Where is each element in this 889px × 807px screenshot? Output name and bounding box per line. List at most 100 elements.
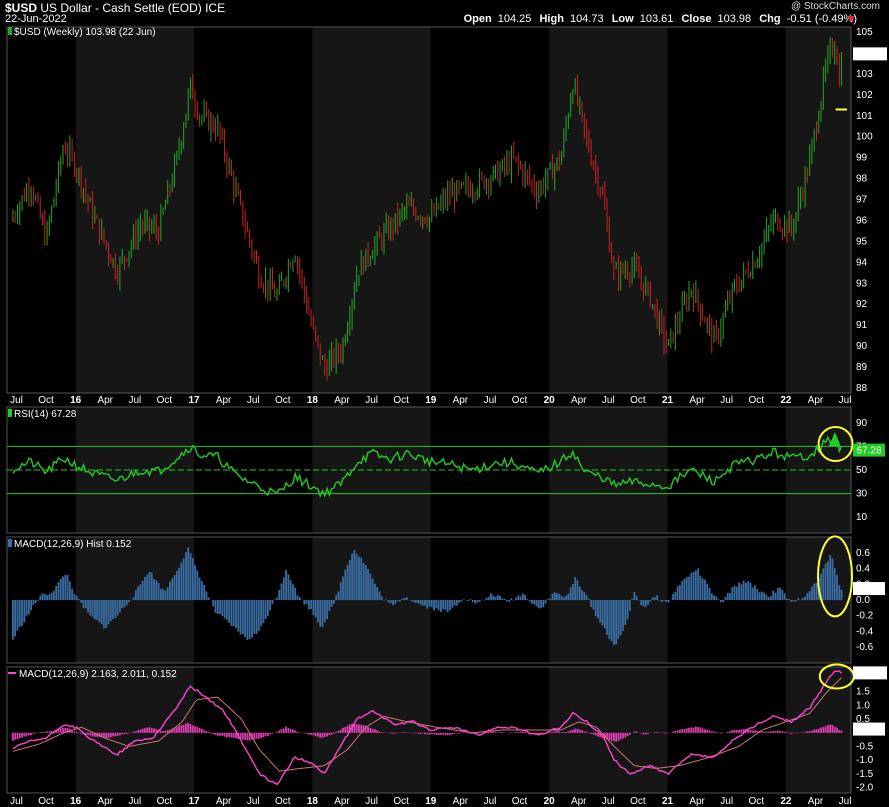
price-y-tick: 95 [856, 236, 868, 247]
macd-sub-hist-bar [433, 732, 435, 735]
macd-hist-bar [371, 578, 374, 601]
macd-hist-bar [298, 596, 301, 601]
macd-sub-hist-bar [701, 728, 704, 733]
price-y-tick: 103 [856, 69, 873, 80]
copyright[interactable]: @ StockCharts.com [790, 1, 880, 12]
macd-hist-bar [389, 600, 392, 603]
macd-hist-bar [353, 549, 356, 601]
macd-hist-bar [125, 600, 128, 606]
macd-sub-hist-bar [214, 732, 217, 735]
macd-hist-bar [610, 600, 613, 642]
macd-hist-bar [55, 585, 58, 601]
macd-sub-hist-bar [296, 731, 299, 733]
macd-hist-bar [23, 600, 26, 623]
macd-hist-bar [276, 597, 278, 601]
macd-hist-bar [27, 600, 30, 615]
x-tick-label-bottom: Jul [602, 796, 615, 807]
macd-sub-hist-bar [820, 727, 822, 733]
macd-sub-hist-bar [287, 727, 290, 733]
macd-hist-bar [121, 600, 124, 609]
price-y-tick: 91 [856, 320, 868, 331]
macd-hist-bar [419, 600, 422, 605]
macd-sub-hist-bar [749, 729, 752, 733]
macd-hist-bar [540, 600, 542, 608]
macd-hist-bar [358, 556, 360, 601]
macd-hist-bar [676, 586, 679, 601]
year-band [549, 27, 668, 393]
macd-hist-bar [46, 595, 48, 601]
macd-sub-hist-bar [783, 731, 786, 733]
macd-sub-hist-bar [87, 732, 89, 735]
macd-sub-hist-bar [512, 732, 515, 733]
macd-sub-hist-bar [763, 731, 766, 733]
macd-sub-hist-bar [790, 732, 793, 734]
macd-hist-bar [756, 589, 759, 601]
macd-sub-hist-bar [125, 732, 128, 734]
macd-hist-bar [469, 599, 472, 601]
macd-hist-bar [706, 583, 709, 601]
macd-sub-hist-bar [458, 732, 460, 734]
macd-sub-hist-bar [478, 732, 481, 734]
macd-hist-bar [656, 595, 659, 601]
macd-hist-bar [813, 583, 816, 601]
macd-hist-bar [535, 600, 538, 607]
macd-hist-bar [663, 600, 665, 601]
macd-hist-bar [251, 600, 253, 638]
hist-title-swatch [8, 539, 12, 547]
macd-sub-hist-bar [688, 727, 690, 733]
macd-sub-hist-bar [576, 728, 579, 733]
macd-hist-bar [633, 591, 636, 601]
macd-hist-bar [280, 583, 283, 601]
macd-sub-hist-bar [294, 730, 297, 733]
macd-hist-bar [688, 576, 690, 601]
macd-sub-hist-bar [380, 732, 383, 733]
macd-sub-hist-bar [521, 731, 524, 733]
macd-sub-hist-bar [767, 731, 770, 733]
macd-sub-hist-bar [824, 726, 827, 733]
macd-hist-bar [731, 587, 734, 601]
price-y-tick: 96 [856, 215, 868, 226]
macd-hist-bar [528, 600, 531, 602]
macd-hist-bar [806, 593, 809, 601]
macd-sub-hist-bar [610, 732, 613, 741]
x-tick-label-bottom: Jul [128, 796, 141, 807]
macd-sub-hist-bar [708, 730, 711, 733]
macd-sub-hist-bar [833, 726, 836, 733]
macd-hist-bar [219, 600, 221, 614]
macd-hist-bar [116, 600, 119, 616]
rsi-y-tick: 50 [856, 465, 868, 476]
macd-hist-bar [282, 577, 285, 601]
macd-sub-hist-bar [337, 730, 340, 733]
macd-sub-hist-bar [774, 731, 777, 733]
macd-sub-hist-bar [781, 731, 784, 733]
macd-hist-y-tick: -0.4 [856, 626, 874, 637]
macd-sub-hist-bar [551, 731, 554, 733]
macd-hist-bar [255, 600, 258, 635]
macd-sub-hist-bar [389, 732, 392, 734]
macd-hist-bar [833, 567, 836, 601]
year-band [7, 537, 76, 663]
macd-sub-hist-bar [565, 732, 567, 733]
macd-hist-bar [200, 580, 203, 601]
price-y-tick: 98 [856, 174, 868, 185]
macd-hist-bar [387, 600, 390, 603]
macd-sub-hist-bar [46, 731, 48, 733]
macd-hist-bar [735, 586, 738, 601]
macd-hist-bar [235, 600, 237, 629]
high-value: 104.73 [569, 13, 604, 25]
macd-sub-hist-bar [326, 732, 328, 737]
macd-sub-hist-bar [364, 725, 367, 733]
macd-sub-hist-bar [719, 732, 722, 734]
macd-hist-bar [708, 588, 711, 601]
macd-hist-bar [21, 600, 23, 627]
macd-sub-hist-bar [317, 732, 319, 737]
macd-sub-hist-bar [446, 732, 449, 736]
macd-sub-hist-bar [606, 732, 608, 740]
macd-sub-hist-bar [572, 729, 574, 733]
x-tick-label: 19 [425, 395, 437, 406]
macd-hist-bar [150, 572, 153, 601]
macd-hist-bar [241, 600, 244, 635]
macd-hist-bar [779, 587, 781, 601]
macd-sub-hist-bar [371, 728, 374, 733]
